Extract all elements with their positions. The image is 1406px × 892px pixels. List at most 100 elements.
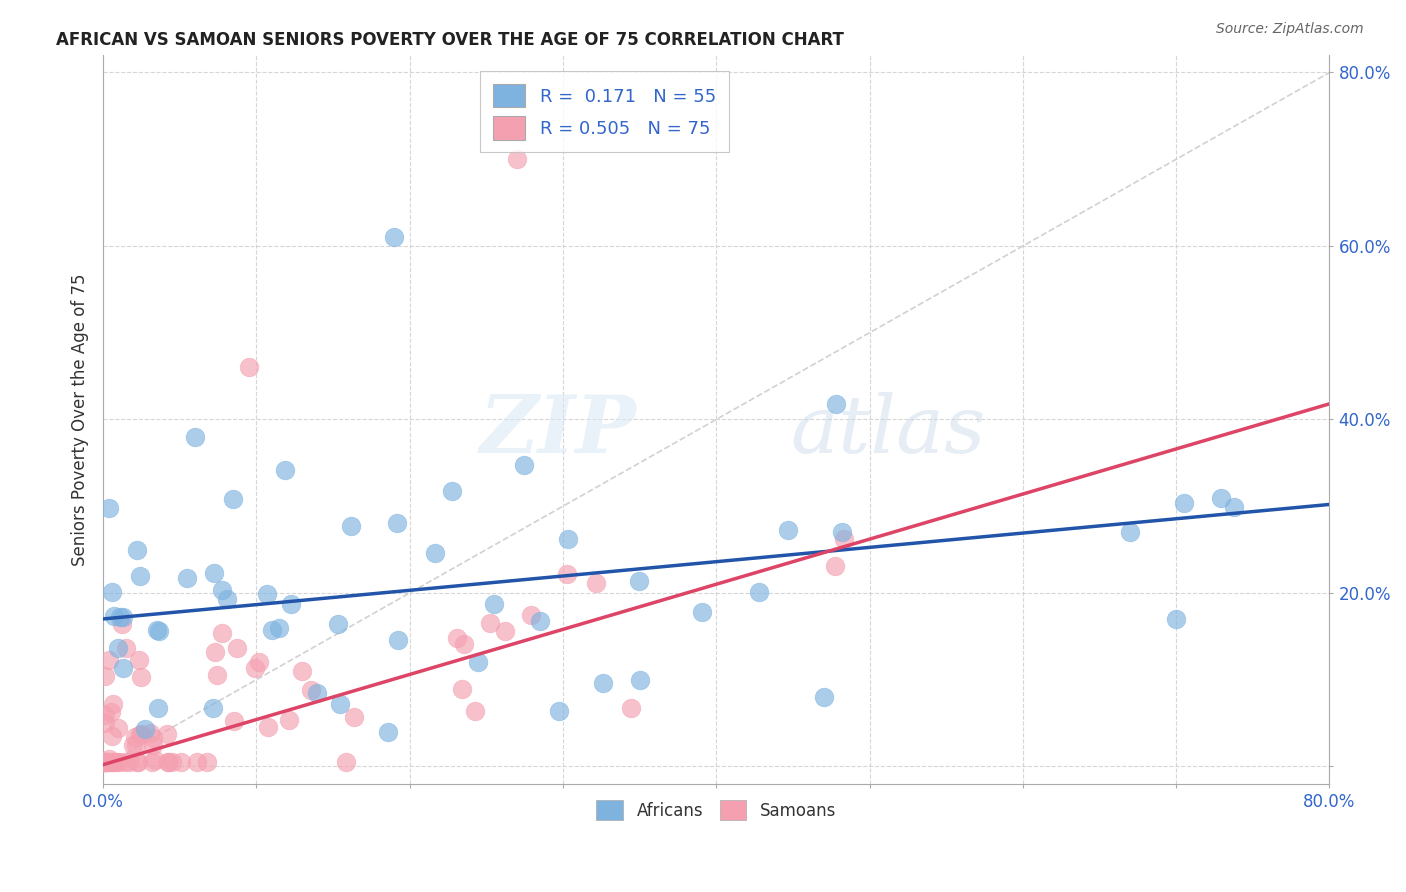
Point xyxy=(825,397,848,411)
Text: AFRICAN VS SAMOAN SENIORS POVERTY OVER THE AGE OF 75 CORRELATION CHART: AFRICAN VS SAMOAN SENIORS POVERTY OVER T… xyxy=(56,31,844,49)
Point xyxy=(335,755,357,769)
Point xyxy=(170,755,193,769)
Point xyxy=(201,701,224,715)
Point xyxy=(111,617,134,632)
Point xyxy=(98,755,121,769)
Point xyxy=(101,730,124,744)
Point xyxy=(134,722,156,736)
Point xyxy=(385,516,408,531)
Point xyxy=(256,586,278,600)
Point xyxy=(506,153,529,167)
Point xyxy=(146,623,169,637)
Point xyxy=(267,621,290,635)
Point xyxy=(247,655,270,669)
Point xyxy=(105,755,128,769)
Point xyxy=(211,582,233,597)
Point xyxy=(94,715,117,730)
Point xyxy=(1223,500,1246,514)
Point xyxy=(122,738,145,752)
Point xyxy=(305,686,328,700)
Point xyxy=(205,668,228,682)
Point xyxy=(224,714,246,728)
Point xyxy=(464,704,486,718)
Point xyxy=(93,755,115,769)
Text: ZIP: ZIP xyxy=(479,392,637,469)
Point xyxy=(1173,495,1195,509)
Point xyxy=(326,617,349,632)
Point xyxy=(96,755,118,769)
Point xyxy=(453,637,475,651)
Point xyxy=(467,655,489,669)
Point xyxy=(142,731,165,746)
Point xyxy=(299,682,322,697)
Point xyxy=(519,607,541,622)
Point xyxy=(238,360,260,375)
Point xyxy=(131,670,153,684)
Point xyxy=(107,755,129,769)
Point xyxy=(128,653,150,667)
Point xyxy=(118,755,141,769)
Point xyxy=(94,755,117,769)
Point xyxy=(93,708,115,723)
Point xyxy=(100,755,122,769)
Point xyxy=(776,523,799,537)
Point xyxy=(125,542,148,557)
Point xyxy=(93,755,115,769)
Point xyxy=(451,681,474,696)
Point xyxy=(103,755,125,769)
Point xyxy=(494,624,516,639)
Point xyxy=(97,653,120,667)
Point xyxy=(280,597,302,611)
Point xyxy=(260,623,283,637)
Point xyxy=(257,720,280,734)
Point xyxy=(342,710,364,724)
Point xyxy=(195,755,218,769)
Point xyxy=(101,584,124,599)
Point xyxy=(156,755,179,769)
Point xyxy=(592,676,614,690)
Point xyxy=(557,532,579,546)
Point xyxy=(748,585,770,599)
Point xyxy=(98,752,121,766)
Point xyxy=(834,532,856,546)
Point xyxy=(446,631,468,645)
Point xyxy=(221,492,243,507)
Point xyxy=(114,755,136,769)
Point xyxy=(529,614,551,628)
Point xyxy=(387,632,409,647)
Point xyxy=(202,566,225,580)
Point xyxy=(628,673,651,687)
Point xyxy=(146,701,169,715)
Point xyxy=(340,519,363,533)
Point xyxy=(243,661,266,675)
Point xyxy=(98,755,121,769)
Point xyxy=(1209,491,1232,505)
Point xyxy=(226,640,249,655)
Point xyxy=(94,755,117,769)
Point xyxy=(278,713,301,727)
Point xyxy=(186,755,208,769)
Point xyxy=(125,755,148,769)
Point xyxy=(110,610,132,624)
Point xyxy=(143,753,166,767)
Point xyxy=(160,755,183,769)
Point xyxy=(1166,612,1188,626)
Point xyxy=(156,755,179,769)
Point xyxy=(127,755,149,769)
Y-axis label: Seniors Poverty Over the Age of 75: Seniors Poverty Over the Age of 75 xyxy=(72,273,89,566)
Point xyxy=(94,755,117,769)
Point xyxy=(627,574,650,588)
Point xyxy=(124,730,146,744)
Point xyxy=(831,525,853,540)
Point xyxy=(585,576,607,591)
Point xyxy=(139,726,162,740)
Point xyxy=(329,697,352,711)
Point xyxy=(273,463,295,477)
Point xyxy=(513,458,536,472)
Point xyxy=(141,755,163,769)
Point xyxy=(479,616,502,631)
Point xyxy=(291,665,314,679)
Point xyxy=(100,705,122,719)
Text: Source: ZipAtlas.com: Source: ZipAtlas.com xyxy=(1216,22,1364,37)
Point xyxy=(184,430,207,444)
